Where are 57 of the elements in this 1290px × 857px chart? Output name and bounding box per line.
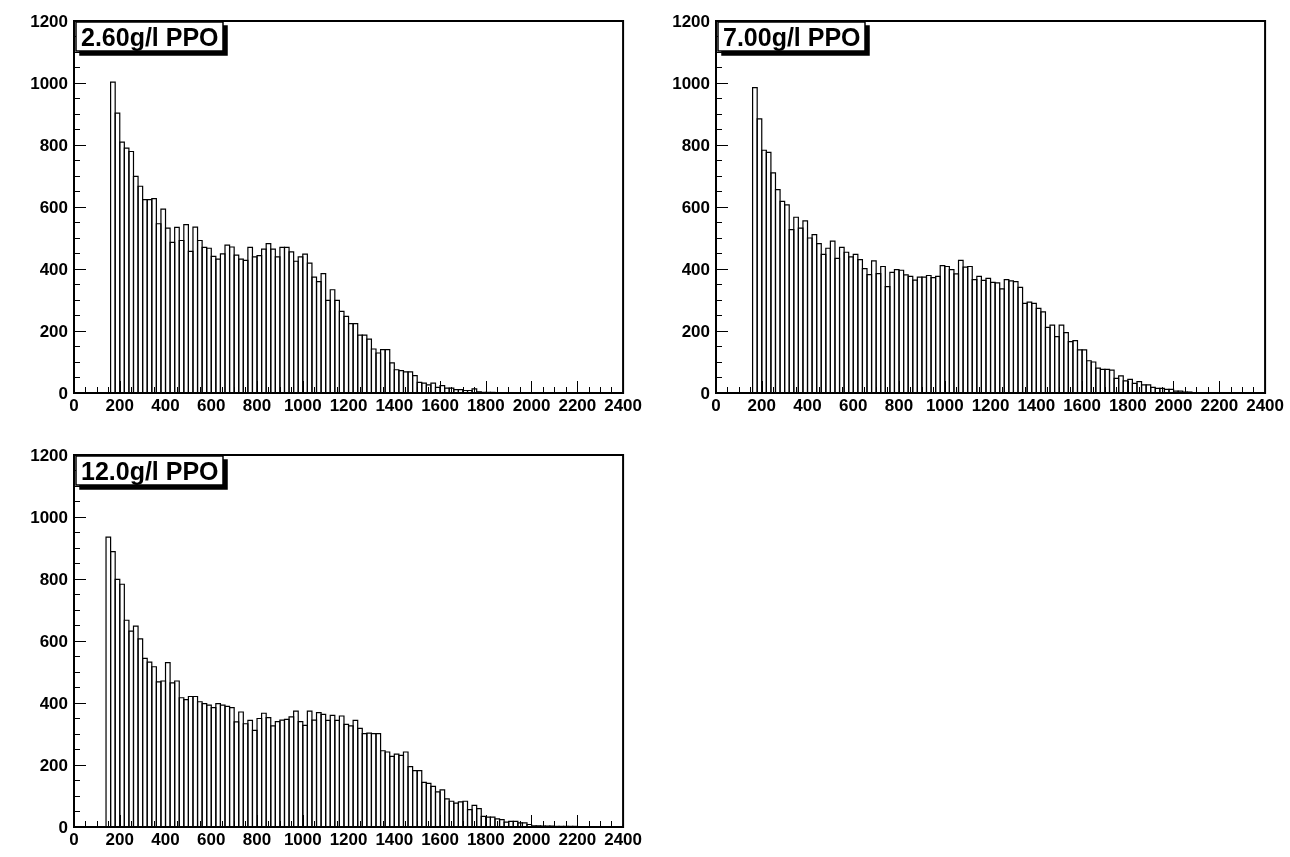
y-tick-label: 1200 xyxy=(672,11,710,31)
x-tick-label: 600 xyxy=(197,830,226,849)
y-tick-label: 400 xyxy=(39,259,68,279)
x-tick-label: 200 xyxy=(105,396,134,415)
y-tick-label: 200 xyxy=(681,321,710,341)
x-tick-label: 400 xyxy=(151,396,180,415)
x-tick-label: 1200 xyxy=(329,830,368,849)
y-tick-label: 1200 xyxy=(30,11,68,31)
y-tick-label: 800 xyxy=(681,135,710,155)
chart-title: 7.00g/l PPO xyxy=(723,22,861,51)
x-tick-label: 1000 xyxy=(283,830,322,849)
x-tick-label: 1600 xyxy=(1063,396,1101,415)
chart-title: 2.60g/l PPO xyxy=(81,22,219,51)
x-tick-label: 2200 xyxy=(558,830,597,849)
x-tick-label: 800 xyxy=(242,396,272,415)
y-tick-label: 1200 xyxy=(30,445,68,465)
x-tick-label: 1000 xyxy=(283,396,322,415)
x-tick-label: 2200 xyxy=(1200,396,1239,415)
y-tick-label: 1000 xyxy=(30,73,68,93)
x-tick-label: 2200 xyxy=(558,396,597,415)
x-tick-label: 1200 xyxy=(329,396,368,415)
y-tick-label: 600 xyxy=(39,631,68,651)
y-tick-label: 600 xyxy=(39,197,68,217)
x-tick-label: 800 xyxy=(884,396,914,415)
x-tick-label: 1000 xyxy=(925,396,964,415)
x-tick-label: 1200 xyxy=(971,396,1010,415)
x-tick-label: 1400 xyxy=(375,396,414,415)
chart-title: 12.0g/l PPO xyxy=(81,456,219,485)
y-tick-label: 400 xyxy=(39,693,68,713)
x-tick-label: 600 xyxy=(839,396,868,415)
x-tick-label: 600 xyxy=(197,396,226,415)
y-tick-label: 600 xyxy=(681,197,710,217)
x-tick-label: 2400 xyxy=(604,396,642,415)
y-tick-label: 200 xyxy=(39,321,68,341)
x-tick-label: 2000 xyxy=(1154,396,1193,415)
x-tick-label: 2400 xyxy=(1246,396,1284,415)
x-tick-label: 2000 xyxy=(512,396,551,415)
x-tick-label: 1600 xyxy=(421,396,459,415)
y-tick-label: 800 xyxy=(39,569,68,589)
x-tick-label: 1800 xyxy=(466,830,505,849)
x-tick-label: 200 xyxy=(105,830,134,849)
x-tick-label: 1400 xyxy=(1017,396,1056,415)
y-tick-label: 1000 xyxy=(672,73,710,93)
y-tick-label: 200 xyxy=(39,755,68,775)
x-tick-label: 1800 xyxy=(1108,396,1147,415)
x-tick-label: 200 xyxy=(747,396,776,415)
y-tick-label: 400 xyxy=(681,259,710,279)
x-tick-label: 1400 xyxy=(375,830,414,849)
x-tick-label: 2400 xyxy=(604,830,642,849)
x-tick-label: 2000 xyxy=(512,830,551,849)
x-tick-label: 800 xyxy=(242,830,272,849)
y-tick-label: 800 xyxy=(39,135,68,155)
y-tick-label: 1000 xyxy=(30,507,68,527)
x-tick-label: 1800 xyxy=(466,396,505,415)
x-tick-label: 400 xyxy=(151,830,180,849)
x-tick-label: 1600 xyxy=(421,830,459,849)
x-tick-label: 400 xyxy=(793,396,822,415)
